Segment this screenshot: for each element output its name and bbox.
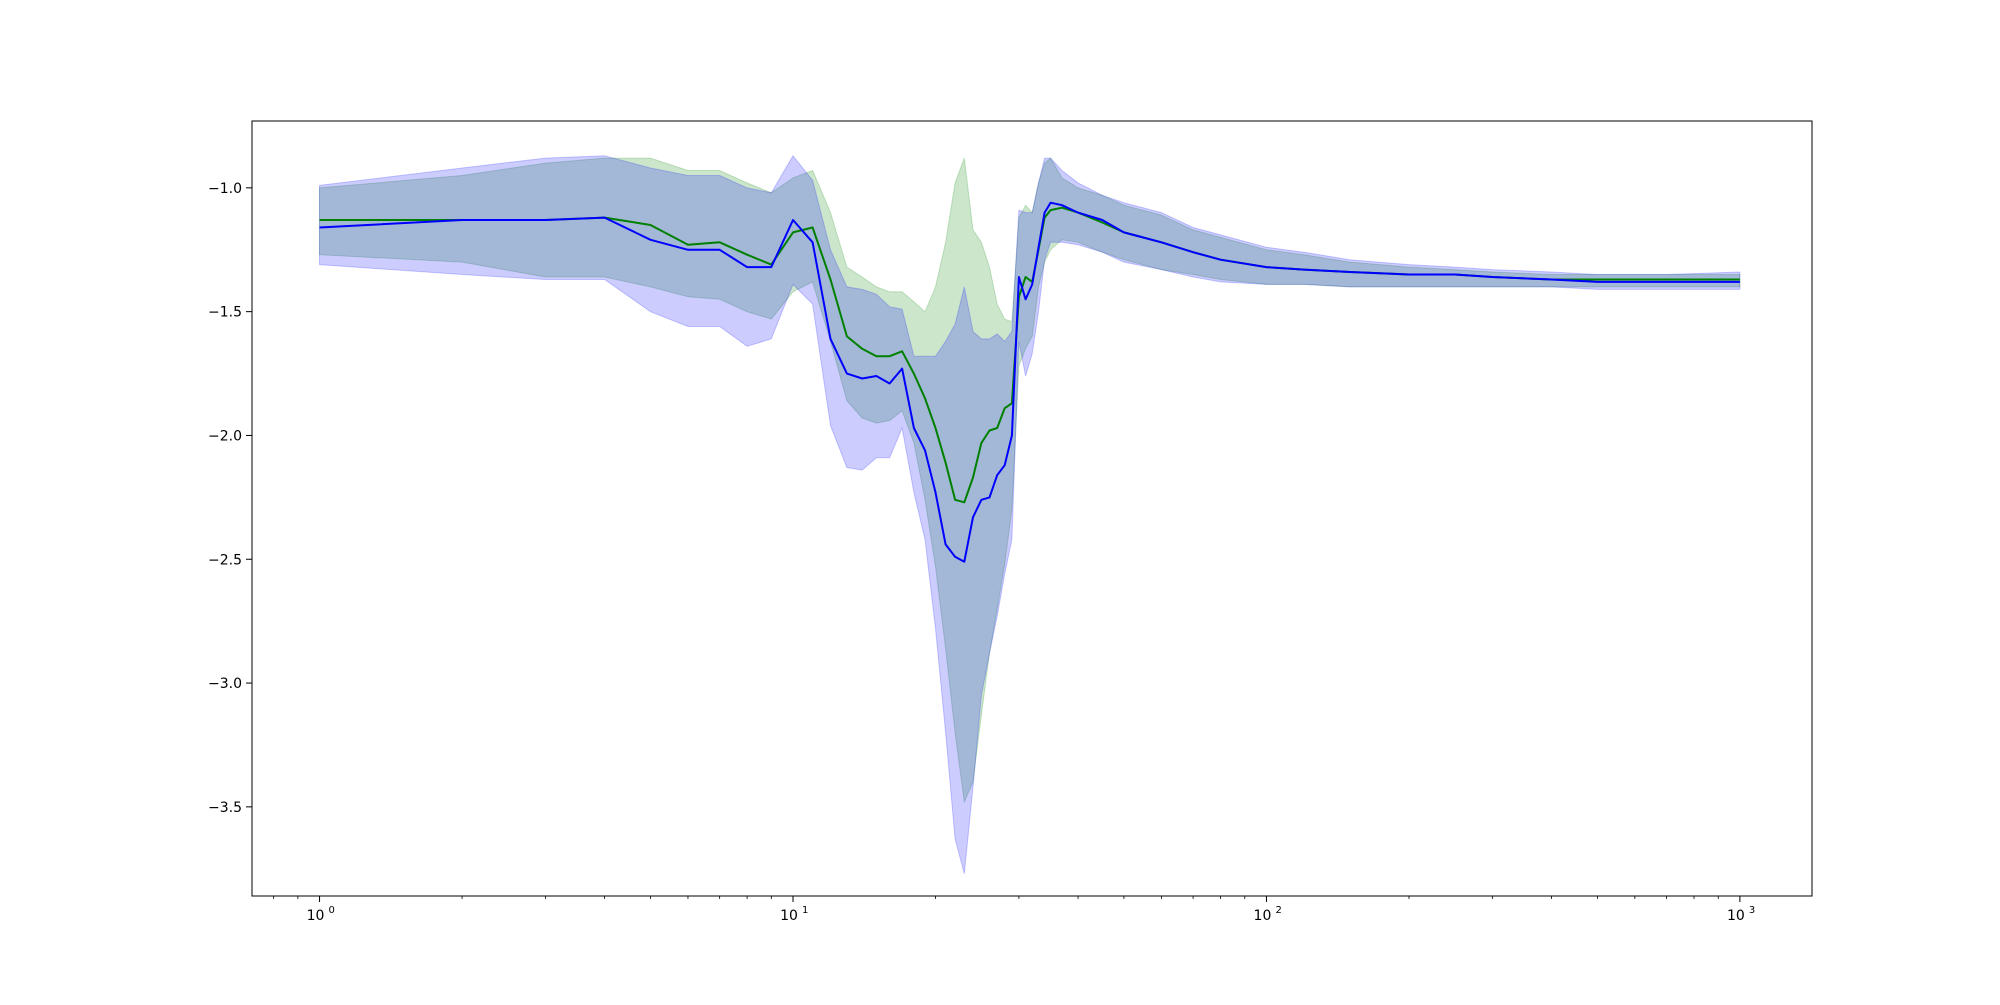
x-tick-label: 10 bbox=[1254, 908, 1272, 924]
plot-frame bbox=[251, 120, 1813, 897]
y-tick-label: −1.5 bbox=[208, 305, 242, 321]
series-2-line bbox=[319, 201, 1740, 563]
x-tick-label: 10 bbox=[780, 908, 798, 924]
y-tick-label: −2.5 bbox=[208, 552, 242, 568]
series-lines bbox=[319, 201, 1740, 563]
y-tick-label: −3.5 bbox=[208, 800, 242, 816]
y-tick-label: −2.0 bbox=[208, 428, 242, 444]
x-tick-label: 10 bbox=[307, 908, 325, 924]
y-tick-label: −3.0 bbox=[208, 676, 242, 692]
series-1-band bbox=[319, 157, 1741, 804]
y-tick-label: −1.0 bbox=[208, 181, 242, 197]
x-tick-label: 10 bbox=[1727, 908, 1745, 924]
y-axis: −1.0 −1.5 −2.0 −2.5 −3.0 −3.5 bbox=[208, 181, 252, 816]
x-tick-exponent: 2 bbox=[1275, 905, 1281, 916]
x-tick-exponent: 1 bbox=[802, 905, 808, 916]
series-2-band bbox=[319, 154, 1741, 874]
confidence-bands bbox=[319, 154, 1741, 874]
x-tick-exponent: 0 bbox=[329, 905, 335, 916]
x-axis: 10 0 10 1 10 2 10 3 bbox=[273, 896, 1755, 924]
x-tick-exponent: 3 bbox=[1749, 905, 1755, 916]
